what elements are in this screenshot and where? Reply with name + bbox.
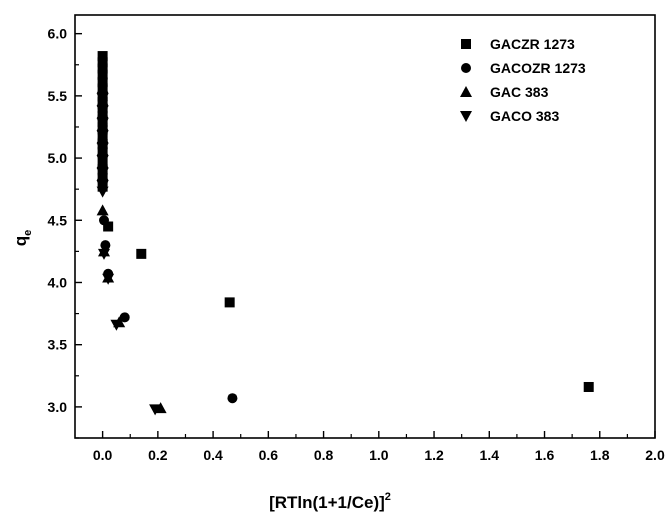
data-point: [96, 155, 109, 167]
data-point: [96, 180, 109, 192]
data-point: [224, 297, 235, 308]
y-axis-title-subscript: e: [22, 230, 34, 236]
data-point: [99, 215, 109, 226]
y-tick-label: 3.5: [48, 337, 68, 353]
data-point: [583, 381, 594, 392]
y-tick-label: 4.5: [48, 212, 68, 228]
legend-label: GAC 383: [490, 84, 549, 100]
x-tick-label: 0.2: [148, 447, 168, 463]
legend-label: GACZR 1273: [490, 36, 575, 52]
legend: GACZR 1273 GACOZR 1273 GAC 383 GACO 383: [460, 36, 586, 124]
x-tick-label: 1.4: [480, 447, 500, 463]
data-point: [97, 57, 108, 68]
x-axis-title: [RTln(1+1/Ce)]2: [269, 491, 391, 512]
series-gaco-383: [96, 93, 162, 416]
data-point: [97, 63, 108, 74]
x-tick-label: 0.8: [314, 447, 334, 463]
data-point: [96, 82, 109, 94]
data-markers: [96, 51, 594, 416]
data-point: [97, 51, 108, 62]
y-tick-label: 4.0: [48, 274, 68, 290]
x-tick-label: 1.0: [369, 447, 389, 463]
data-point: [136, 248, 147, 259]
data-point: [110, 319, 123, 331]
x-axis-title-superscript: 2: [385, 491, 391, 503]
data-point: [96, 130, 109, 142]
x-tick-label: 0.0: [93, 447, 113, 463]
x-axis-ticks: 0.0 0.2 0.4 0.6 0.8 1.0 1.2 1.4 1.6 1.8 2.0: [93, 431, 665, 463]
y-tick-label: 5.5: [48, 88, 68, 104]
data-point: [102, 273, 115, 285]
series-gacozr-1273: [97, 73, 238, 404]
legend-marker: [460, 111, 472, 122]
legend-marker: [461, 39, 471, 49]
legend-marker: [460, 86, 472, 97]
data-point: [96, 204, 109, 216]
x-tick-label: 0.4: [203, 447, 223, 463]
x-tick-label: 2.0: [645, 447, 665, 463]
data-point: [96, 143, 109, 155]
data-point: [97, 73, 108, 84]
data-point: [96, 186, 109, 198]
data-point: [149, 404, 162, 416]
data-point: [96, 93, 109, 105]
y-tick-label: 5.0: [48, 150, 68, 166]
y-tick-label: 3.0: [48, 399, 68, 415]
legend-label: GACO 383: [490, 108, 559, 124]
legend-label: GACOZR 1273: [490, 60, 586, 76]
data-point: [96, 105, 109, 117]
data-point: [103, 221, 114, 232]
data-point: [227, 393, 238, 404]
y-tick-label: 6.0: [48, 26, 68, 42]
x-tick-label: 0.6: [259, 447, 279, 463]
data-point: [98, 248, 110, 260]
legend-marker: [461, 63, 471, 73]
data-point: [96, 118, 109, 130]
plot-frame: [74, 14, 656, 439]
series-gaczr-1273: [97, 51, 594, 392]
y-axis-title: qe: [11, 230, 34, 247]
y-axis-ticks: 3.0 3.5 4.0 4.5 5.0 5.5 6.0: [48, 26, 82, 439]
x-tick-label: 1.8: [590, 447, 610, 463]
x-tick-label: 1.6: [535, 447, 555, 463]
data-point: [96, 168, 109, 180]
x-tick-label: 1.2: [424, 447, 444, 463]
